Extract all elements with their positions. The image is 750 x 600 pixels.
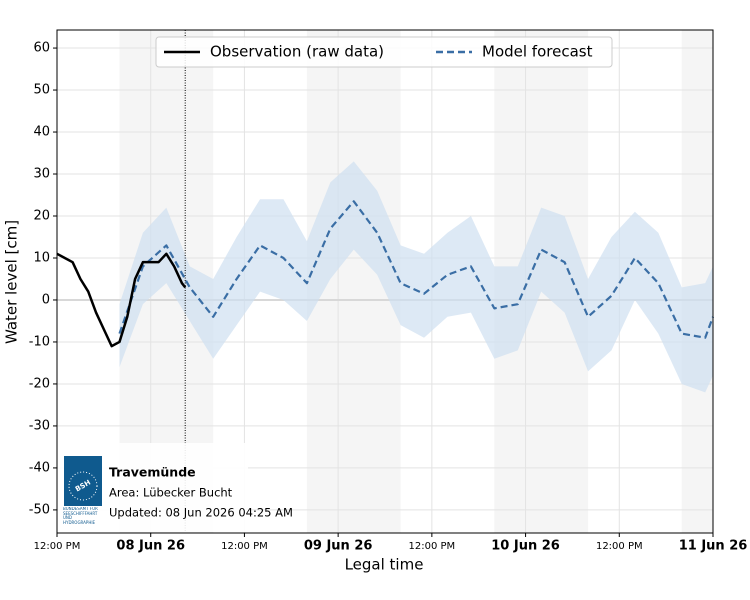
legend-label: Model forecast xyxy=(482,43,593,61)
logo-caption: BUNDESAMT FÜR SEESCHIFFFAHRT UND HYDROGR… xyxy=(63,507,98,525)
x-tick-label: 12:00 PM xyxy=(34,541,81,552)
station-name: Travemünde xyxy=(109,465,196,480)
updated-time: Updated: 08 Jun 2026 04:25 AM xyxy=(109,506,293,520)
legend-box xyxy=(155,36,613,68)
y-tick-label: 60 xyxy=(33,41,50,56)
y-tick-label: -20 xyxy=(29,376,50,391)
forecast-band xyxy=(119,161,713,393)
series-line xyxy=(56,252,187,348)
plot-area xyxy=(56,30,715,533)
x-axis-label: Legal time xyxy=(345,556,424,574)
x-tick-label: 08 Jun 26 xyxy=(116,539,185,554)
series-line xyxy=(118,200,715,339)
logo-ring xyxy=(68,471,98,501)
area-name: Area: Lübecker Bucht xyxy=(109,486,233,500)
logo-caption-box: BUNDESAMT FÜR SEESCHIFFFAHRT UND HYDROGR… xyxy=(63,507,98,525)
legend-label: Observation (raw data) xyxy=(210,43,384,61)
y-tick-label: 0 xyxy=(42,292,50,307)
y-axis-label: Water level [cm] xyxy=(3,220,21,344)
y-tick-label: -40 xyxy=(29,460,50,475)
y-tick-label: 50 xyxy=(33,83,50,98)
x-tick-label: 12:00 PM xyxy=(221,541,268,552)
x-tick-label: 09 Jun 26 xyxy=(304,539,373,554)
x-tick-label: 10 Jun 26 xyxy=(491,539,560,554)
x-tick-label: 12:00 PM xyxy=(596,541,643,552)
y-tick-label: -10 xyxy=(29,334,50,349)
y-tick-label: -30 xyxy=(29,418,50,433)
info-box: BSH BUNDESAMT FÜR SEESCHIFFFAHRT UND HYD… xyxy=(58,443,293,532)
y-tick-label: 20 xyxy=(33,209,50,224)
legend: Observation (raw data) Model forecast xyxy=(155,36,613,68)
plot-frame xyxy=(56,29,714,534)
y-tick-label: 40 xyxy=(33,125,50,140)
y-tick-label: 30 xyxy=(33,167,50,182)
x-tick-label: 11 Jun 26 xyxy=(679,539,748,554)
x-tick-label: 12:00 PM xyxy=(409,541,456,552)
y-tick-label: -50 xyxy=(29,502,50,517)
y-tick-label: 10 xyxy=(33,250,50,265)
